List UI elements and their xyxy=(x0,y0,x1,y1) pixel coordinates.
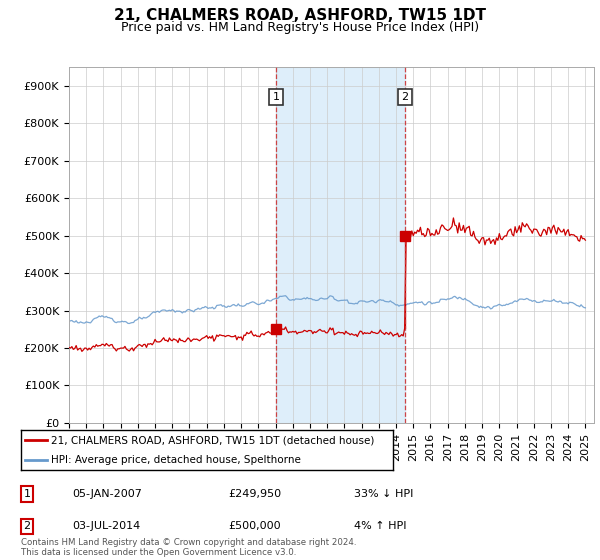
Text: 05-JAN-2007: 05-JAN-2007 xyxy=(72,489,142,499)
Bar xyxy=(276,67,404,423)
Text: £249,950: £249,950 xyxy=(228,489,281,499)
Text: 1: 1 xyxy=(23,489,31,499)
Text: 2: 2 xyxy=(401,92,408,102)
Text: 4% ↑ HPI: 4% ↑ HPI xyxy=(354,521,407,531)
Text: 03-JUL-2014: 03-JUL-2014 xyxy=(72,521,140,531)
Text: HPI: Average price, detached house, Spelthorne: HPI: Average price, detached house, Spel… xyxy=(51,455,301,465)
Text: Contains HM Land Registry data © Crown copyright and database right 2024.
This d: Contains HM Land Registry data © Crown c… xyxy=(21,538,356,557)
Text: 1: 1 xyxy=(273,92,280,102)
Text: £500,000: £500,000 xyxy=(228,521,281,531)
Text: 21, CHALMERS ROAD, ASHFORD, TW15 1DT (detached house): 21, CHALMERS ROAD, ASHFORD, TW15 1DT (de… xyxy=(51,435,374,445)
Text: 21, CHALMERS ROAD, ASHFORD, TW15 1DT: 21, CHALMERS ROAD, ASHFORD, TW15 1DT xyxy=(114,8,486,24)
Text: 33% ↓ HPI: 33% ↓ HPI xyxy=(354,489,413,499)
Text: 2: 2 xyxy=(23,521,31,531)
Text: Price paid vs. HM Land Registry's House Price Index (HPI): Price paid vs. HM Land Registry's House … xyxy=(121,21,479,34)
